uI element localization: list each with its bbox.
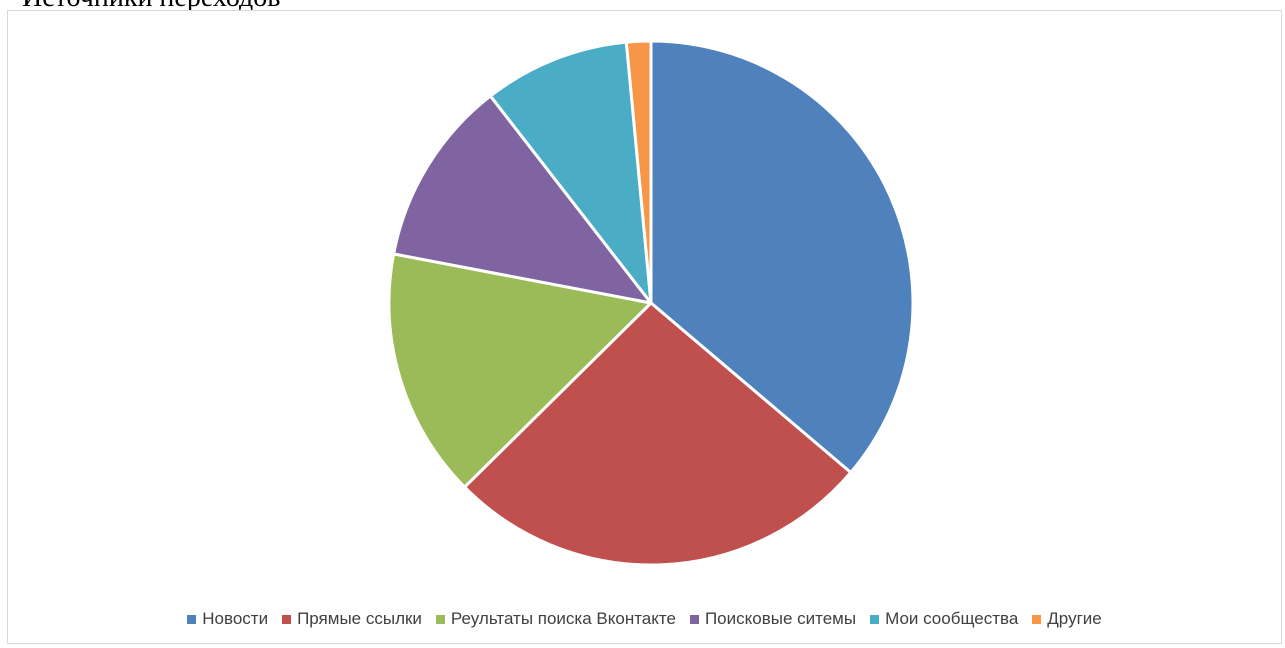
legend-item: Мои сообщества [870,609,1018,629]
legend-item: Поисковые ситемы [689,609,857,629]
pie-slice [624,39,653,305]
chart-area: Новости Прямые ссылки Реультаты поиска Вко… [7,10,1282,644]
pie-chart [387,39,915,567]
legend-item: Новости [187,609,268,629]
legend-swatch [187,614,197,624]
legend-swatch [435,614,445,624]
legend-label: Новости [202,609,269,628]
legend-swatch [1032,614,1042,624]
legend-item: Прямые ссылки [282,609,422,629]
legend-swatch [282,614,292,624]
document-heading: Источники переходов [22,0,281,12]
legend-item: Другие [1032,609,1102,629]
legend-swatch [689,614,699,624]
legend-label: Реультаты поиска Вконтакте [450,609,676,628]
pie-slice [387,252,653,489]
pie-slice [649,39,915,475]
legend-label: Другие [1047,609,1102,628]
pie-slice [488,40,653,305]
legend-label: Мои сообщества [885,609,1019,628]
pie-slice [463,301,853,567]
chart-legend: Новости Прямые ссылки Реультаты поиска Вко… [8,609,1281,629]
pie-slice [392,94,653,305]
legend-label: Прямые ссылки [297,609,422,628]
legend-item: Реультаты поиска Вконтакте [435,609,676,629]
legend-swatch [870,614,880,624]
legend-label: Поисковые ситемы [704,609,857,628]
